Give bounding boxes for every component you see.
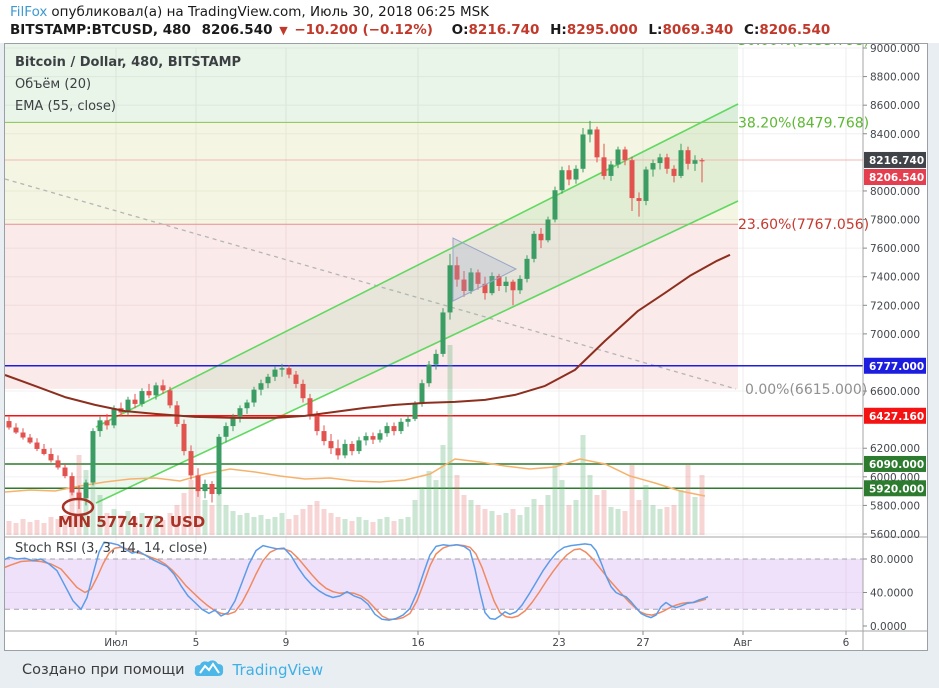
tradingview-logo-icon[interactable] <box>194 660 224 679</box>
svg-text:40.0000: 40.0000 <box>870 588 913 600</box>
svg-text:6200.000: 6200.000 <box>870 443 920 455</box>
high-value: 8295.000 <box>566 22 638 38</box>
svg-text:6427.160: 6427.160 <box>869 411 924 423</box>
svg-text:5600.000: 5600.000 <box>870 529 920 541</box>
svg-text:6777.000: 6777.000 <box>869 361 924 373</box>
svg-text:Авг: Авг <box>734 637 753 649</box>
price-down-icon: ▼ <box>279 24 288 37</box>
ema55-line <box>5 253 731 419</box>
fib-retracement-drawing: 50.00%(9055.798) 38.20%(8479.768) 23.60%(7… <box>5 44 869 398</box>
idea-header: FilFox опубликовал(а) на TradingView.com,… <box>0 0 939 43</box>
svg-text:7200.000: 7200.000 <box>870 300 920 312</box>
horizontal-price-lines <box>5 159 863 490</box>
author-link[interactable]: FilFox <box>10 4 48 20</box>
pennant-drawing <box>452 237 518 302</box>
min-annotation: MIN 5774.72 USD <box>58 497 205 531</box>
high-label: H: <box>550 22 567 38</box>
svg-text:0.00%(6615.000): 0.00%(6615.000) <box>745 382 867 398</box>
created-with-text: Создано при помощи <box>22 661 185 678</box>
open-label: O: <box>451 22 469 38</box>
stoch-k-line <box>5 541 709 621</box>
svg-text:8800.000: 8800.000 <box>870 72 920 84</box>
svg-text:50.00%(9055.798): 50.00%(9055.798) <box>738 44 869 49</box>
price-change: −10.200 (−0.12%) <box>294 22 433 38</box>
symbol-info-bar: BITSTAMP:BTCUSD, 480 8206.540 ▼ −10.200 … <box>10 22 830 38</box>
close-label: C: <box>744 22 760 38</box>
svg-text:9000.000: 9000.000 <box>870 44 920 55</box>
svg-text:Июл: Июл <box>104 637 127 649</box>
svg-text:8600.000: 8600.000 <box>870 100 920 112</box>
svg-text:16: 16 <box>411 637 425 649</box>
svg-text:8216.740: 8216.740 <box>869 155 924 167</box>
svg-text:7000.000: 7000.000 <box>870 329 920 341</box>
svg-text:23.60%(7767.056): 23.60%(7767.056) <box>738 217 869 233</box>
svg-text:5920.000: 5920.000 <box>869 483 924 495</box>
low-value: 8069.340 <box>662 22 734 38</box>
parallel-channel-drawing <box>95 103 739 504</box>
svg-text:6: 6 <box>843 637 850 649</box>
svg-text:7800.000: 7800.000 <box>870 215 920 227</box>
chart-card[interactable]: 50.00%(9055.798) 38.20%(8479.768) 23.60%(7… <box>4 43 928 651</box>
svg-text:27: 27 <box>636 637 649 649</box>
svg-text:5800.000: 5800.000 <box>870 500 920 512</box>
chart-canvas[interactable]: 50.00%(9055.798) 38.20%(8479.768) 23.60%(7… <box>5 44 927 650</box>
tradingview-brand-link[interactable]: TradingView <box>232 660 324 679</box>
svg-text:5: 5 <box>193 637 200 649</box>
candles-layer <box>6 120 705 509</box>
svg-text:8000.000: 8000.000 <box>870 186 920 198</box>
svg-text:8400.000: 8400.000 <box>870 129 920 141</box>
price-axis-labels: 8216.740 8206.540 6777.000 6427.160 6090.000… <box>864 151 926 497</box>
svg-text:6600.000: 6600.000 <box>870 386 920 398</box>
svg-text:MIN 5774.72 USD: MIN 5774.72 USD <box>58 513 205 531</box>
publish-info: FilFox опубликовал(а) на TradingView.com,… <box>10 4 489 20</box>
svg-text:8206.540: 8206.540 <box>869 172 924 184</box>
symbol-name[interactable]: BITSTAMP:BTCUSD, 480 <box>10 22 191 38</box>
volume-ma-line <box>5 458 706 497</box>
low-label: L: <box>648 22 663 38</box>
svg-text:80.0000: 80.0000 <box>870 554 913 566</box>
stoch-rsi-pane <box>5 541 863 621</box>
page-footer: Создано при помощи TradingView <box>22 651 922 688</box>
svg-text:6090.000: 6090.000 <box>869 459 924 471</box>
last-price: 8206.540 <box>201 22 273 38</box>
publish-text: опубликовал(а) на TradingView.com, Июль … <box>51 4 490 20</box>
svg-text:7400.000: 7400.000 <box>870 272 920 284</box>
open-value: 8216.740 <box>468 22 540 38</box>
svg-text:9: 9 <box>283 637 290 649</box>
svg-text:0.0000: 0.0000 <box>870 621 907 633</box>
svg-text:7600.000: 7600.000 <box>870 243 920 255</box>
svg-text:38.20%(8479.768): 38.20%(8479.768) <box>738 115 869 131</box>
close-value: 8206.540 <box>759 22 831 38</box>
svg-text:23: 23 <box>552 637 565 649</box>
